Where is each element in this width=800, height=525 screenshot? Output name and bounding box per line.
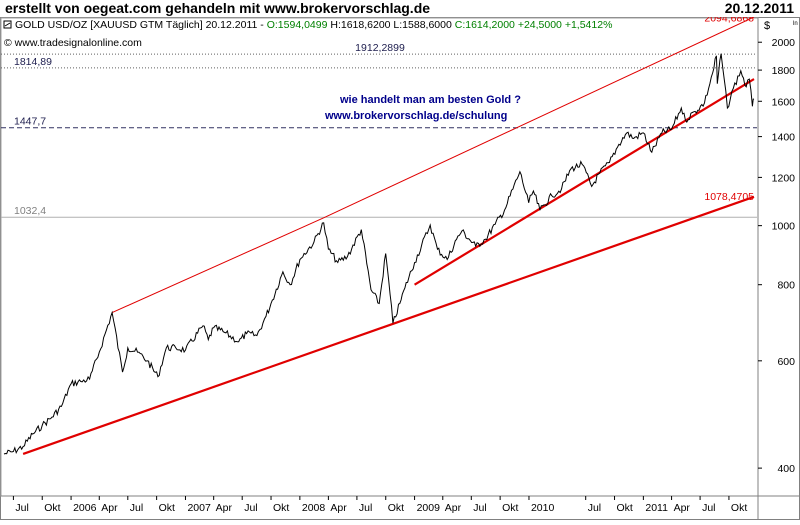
header-change-pct: +1,5412%	[565, 19, 613, 31]
y-tick-label: 1200	[772, 172, 796, 184]
x-tick-label: Jul	[702, 502, 715, 514]
x-tick-label: 2009	[417, 502, 441, 514]
level-label: 1814,89	[14, 56, 52, 68]
x-tick-label: Jul	[473, 502, 486, 514]
x-tick-label: Okt	[273, 502, 289, 514]
x-tick-label: Jul	[588, 502, 601, 514]
x-tick-label: Apr	[101, 502, 118, 514]
y-tick-label: 1000	[772, 221, 796, 233]
x-tick-label: 2007	[187, 502, 211, 514]
x-tick-label: Jul	[244, 502, 257, 514]
x-tick-label: Jul	[359, 502, 372, 514]
x-tick-label: Okt	[731, 502, 747, 514]
source-credit: © www.tradesignalonline.com	[4, 37, 142, 49]
y-axis-ticks: 400 600 800 1000 1200 1400 1600 1800 2000	[758, 37, 795, 475]
promo-annotation: wie handelt man am besten Gold ? www.bro…	[324, 94, 521, 122]
x-tick-label: 2008	[302, 502, 326, 514]
y-tick-label: 1600	[772, 96, 796, 108]
x-tick-label: Okt	[159, 502, 175, 514]
price-series-line	[3, 53, 755, 455]
x-tick-label: Okt	[388, 502, 404, 514]
header-open: O:1594,0499	[267, 19, 328, 31]
x-axis-ticks: Jul Okt 2006 Apr Jul Okt 2007 Apr Jul Okt 2008 Apr J…	[12, 496, 747, 514]
x-tick-label: Apr	[216, 502, 233, 514]
y-tick-label: 2000	[772, 37, 796, 49]
price-chart: 1814,89 1912,2899 1447,7 1032,4 1078,4705 20…	[0, 13, 800, 520]
y-tick-label: 400	[777, 463, 795, 475]
trendline	[323, 16, 755, 219]
chart-header: GOLD USD/OZ [XAUUSD GTM Täglich] 20.12.2…	[3, 19, 798, 49]
x-tick-label: 2011	[645, 502, 668, 514]
header-symbol: GOLD USD/OZ [XAUUSD GTM Täglich] 20.12.2…	[15, 19, 258, 31]
x-tick-label: Okt	[617, 502, 633, 514]
currency-label: $	[764, 20, 770, 32]
scale-corner-mark: ln	[793, 21, 798, 27]
header-close: C:1614,2000	[455, 19, 515, 31]
trendline	[22, 195, 755, 455]
chart-banner: erstellt von oegeat.com gehandeln mit ww…	[0, 0, 800, 17]
horizontal-levels: 1814,89 1912,2899 1447,7 1032,4	[1, 42, 757, 218]
x-tick-label: Apr	[445, 502, 462, 514]
x-tick-label: Okt	[502, 502, 518, 514]
promo-line-1: wie handelt man am besten Gold ?	[339, 94, 521, 106]
series-marker-icon	[3, 20, 12, 29]
y-tick-label: 600	[777, 356, 795, 368]
x-tick-label: 2010	[531, 502, 555, 514]
trendline	[111, 217, 324, 314]
plot-area	[0, 17, 759, 497]
x-tick-label: Apr	[330, 502, 347, 514]
level-label: 1447,7	[14, 116, 46, 128]
banner-date: 20.12.2011	[724, 0, 794, 16]
header-change: +24,5000	[518, 19, 562, 31]
trendline-label: 1078,4705	[704, 191, 754, 203]
level-label: 1912,2899	[355, 42, 405, 54]
y-tick-label: 800	[777, 280, 795, 292]
header-high: H:1618,6200	[330, 19, 390, 31]
x-tick-label: Jul	[15, 502, 28, 514]
x-tick-label: Apr	[674, 502, 691, 514]
header-ohlc: GOLD USD/OZ [XAUUSD GTM Täglich] 20.12.2…	[15, 19, 612, 31]
x-tick-label: Okt	[44, 502, 60, 514]
header-low: L:1588,6000	[393, 19, 452, 31]
trendline-label: 2094,6868	[704, 17, 754, 25]
y-tick-label: 1400	[772, 132, 796, 144]
promo-line-2: www.brokervorschlag.de/schulung	[324, 110, 507, 122]
y-tick-label: 1800	[772, 65, 796, 77]
level-label: 1032,4	[14, 205, 46, 217]
series-marker-stroke	[4, 22, 11, 27]
x-tick-label: 2006	[73, 502, 97, 514]
trendline	[414, 78, 755, 286]
banner-title: erstellt von oegeat.com gehandeln mit ww…	[5, 0, 431, 16]
x-tick-label: Jul	[130, 502, 143, 514]
chart-frame: 1814,89 1912,2899 1447,7 1032,4 1078,4705 20…	[0, 13, 800, 520]
